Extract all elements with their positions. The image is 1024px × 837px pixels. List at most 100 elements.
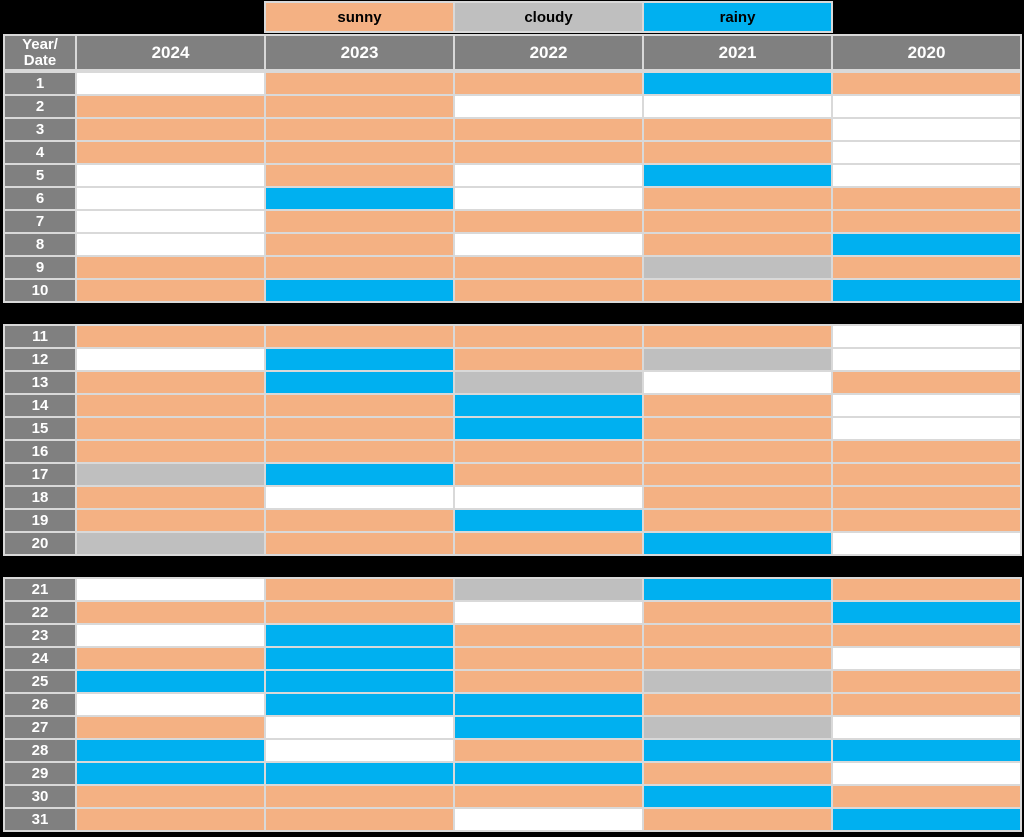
- weather-cell-2022-day-2: [455, 96, 642, 117]
- weather-cell-2022-day-28: [455, 740, 642, 761]
- weather-cell-2022-day-14: [455, 395, 642, 416]
- weather-cell-2024-day-15: [77, 418, 264, 439]
- weather-cell-2023-day-15: [266, 418, 453, 439]
- date-label-24: 24: [5, 648, 75, 669]
- weather-cell-2024-day-26: [77, 694, 264, 715]
- year-header-row: Year/ Date 2024 2023 2022 2021 2020: [3, 34, 1022, 71]
- weather-cell-2021-day-10: [644, 280, 831, 301]
- date-label-28: 28: [5, 740, 75, 761]
- weather-cell-2022-day-19: [455, 510, 642, 531]
- weather-cell-2022-day-21: [455, 579, 642, 600]
- weather-cell-2023-day-24: [266, 648, 453, 669]
- weather-cell-2024-day-23: [77, 625, 264, 646]
- weather-cell-2022-day-6: [455, 188, 642, 209]
- weather-cell-2020-day-18: [833, 487, 1020, 508]
- calendar-section-days-1-10: 1 2 3 4 5 6 7 8 9 10: [3, 71, 1022, 303]
- weather-cell-2022-day-20: [455, 533, 642, 554]
- weather-cell-2020-day-7: [833, 211, 1020, 232]
- weather-cell-2020-day-5: [833, 165, 1020, 186]
- weather-cell-2020-day-30: [833, 786, 1020, 807]
- weather-cell-2023-day-26: [266, 694, 453, 715]
- weather-cell-2020-day-14: [833, 395, 1020, 416]
- date-label-31: 31: [5, 809, 75, 830]
- weather-cell-2023-day-12: [266, 349, 453, 370]
- weather-cell-2024-day-30: [77, 786, 264, 807]
- weather-cell-2023-day-5: [266, 165, 453, 186]
- date-label-8: 8: [5, 234, 75, 255]
- weather-cell-2022-day-5: [455, 165, 642, 186]
- weather-cell-2024-day-13: [77, 372, 264, 393]
- weather-cell-2021-day-1: [644, 73, 831, 94]
- weather-cell-2024-day-25: [77, 671, 264, 692]
- weather-cell-2021-day-2: [644, 96, 831, 117]
- weather-cell-2024-day-14: [77, 395, 264, 416]
- weather-cell-2020-day-10: [833, 280, 1020, 301]
- weather-cell-2024-day-2: [77, 96, 264, 117]
- weather-cell-2020-day-11: [833, 326, 1020, 347]
- weather-cell-2023-day-14: [266, 395, 453, 416]
- weather-cell-2024-day-6: [77, 188, 264, 209]
- weather-cell-2022-day-11: [455, 326, 642, 347]
- date-label-17: 17: [5, 464, 75, 485]
- weather-cell-2020-day-17: [833, 464, 1020, 485]
- weather-cell-2023-day-20: [266, 533, 453, 554]
- weather-cell-2023-day-1: [266, 73, 453, 94]
- weather-cell-2020-day-29: [833, 763, 1020, 784]
- weather-cell-2022-day-1: [455, 73, 642, 94]
- date-label-18: 18: [5, 487, 75, 508]
- date-label-15: 15: [5, 418, 75, 439]
- date-label-7: 7: [5, 211, 75, 232]
- weather-cell-2020-day-22: [833, 602, 1020, 623]
- date-label-4: 4: [5, 142, 75, 163]
- weather-cell-2021-day-9: [644, 257, 831, 278]
- weather-cell-2020-day-9: [833, 257, 1020, 278]
- weather-cell-2021-day-29: [644, 763, 831, 784]
- weather-cell-2023-day-16: [266, 441, 453, 462]
- weather-cell-2020-day-6: [833, 188, 1020, 209]
- weather-cell-2020-day-19: [833, 510, 1020, 531]
- weather-cell-2021-day-8: [644, 234, 831, 255]
- legend-item-cloudy: cloudy: [455, 3, 642, 31]
- weather-cell-2023-day-6: [266, 188, 453, 209]
- weather-cell-2020-day-8: [833, 234, 1020, 255]
- legend-spacer: [5, 3, 75, 31]
- weather-cell-2023-day-28: [266, 740, 453, 761]
- date-label-5: 5: [5, 165, 75, 186]
- weather-cell-2022-day-27: [455, 717, 642, 738]
- date-label-21: 21: [5, 579, 75, 600]
- weather-cell-2023-day-8: [266, 234, 453, 255]
- weather-cell-2020-day-3: [833, 119, 1020, 140]
- weather-cell-2020-day-24: [833, 648, 1020, 669]
- date-label-30: 30: [5, 786, 75, 807]
- weather-cell-2021-day-21: [644, 579, 831, 600]
- weather-cell-2021-day-22: [644, 602, 831, 623]
- weather-cell-2023-day-31: [266, 809, 453, 830]
- calendar-section-days-11-20: 11 12 13 14 15 16 17 18 19 20: [3, 324, 1022, 556]
- weather-cell-2024-day-10: [77, 280, 264, 301]
- weather-cell-2021-day-6: [644, 188, 831, 209]
- legend-item-rainy: rainy: [644, 3, 831, 31]
- weather-cell-2024-day-12: [77, 349, 264, 370]
- date-label-3: 3: [5, 119, 75, 140]
- date-label-20: 20: [5, 533, 75, 554]
- date-label-9: 9: [5, 257, 75, 278]
- weather-cell-2023-day-13: [266, 372, 453, 393]
- weather-cell-2022-day-24: [455, 648, 642, 669]
- date-label-10: 10: [5, 280, 75, 301]
- weather-cell-2020-day-12: [833, 349, 1020, 370]
- weather-cell-2021-day-5: [644, 165, 831, 186]
- weather-cell-2022-day-18: [455, 487, 642, 508]
- weather-cell-2020-day-15: [833, 418, 1020, 439]
- weather-cell-2022-day-17: [455, 464, 642, 485]
- weather-cell-2023-day-22: [266, 602, 453, 623]
- weather-cell-2022-day-30: [455, 786, 642, 807]
- weather-cell-2021-day-11: [644, 326, 831, 347]
- weather-cell-2024-day-29: [77, 763, 264, 784]
- year-header-2023: 2023: [266, 36, 453, 69]
- weather-cell-2023-day-21: [266, 579, 453, 600]
- weather-cell-2021-day-4: [644, 142, 831, 163]
- legend-row: sunny cloudy rainy: [3, 3, 1022, 31]
- weather-cell-2023-day-7: [266, 211, 453, 232]
- weather-cell-2021-day-27: [644, 717, 831, 738]
- date-label-12: 12: [5, 349, 75, 370]
